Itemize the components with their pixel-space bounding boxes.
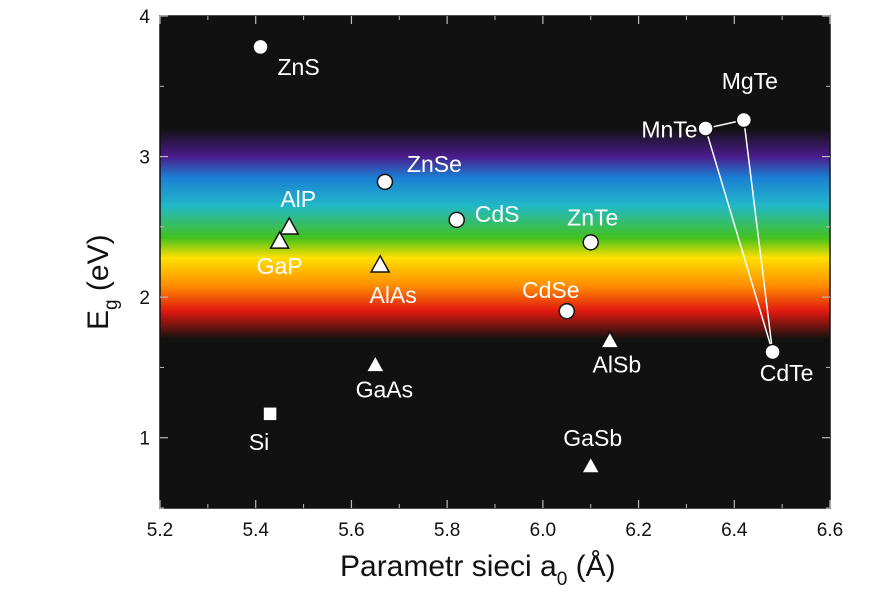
y-tick-label: 2	[139, 288, 150, 309]
circle-marker	[764, 343, 781, 361]
x-tick-label: 5.4	[243, 520, 270, 541]
point-label: AlSb	[593, 352, 642, 378]
circle-marker	[376, 173, 394, 191]
circle-marker	[558, 302, 576, 320]
point-label: MnTe	[641, 116, 697, 142]
triangle-marker	[369, 254, 391, 273]
square-marker	[262, 406, 278, 422]
point-label: GaAs	[356, 377, 414, 403]
y-axis-title: Eg (eV)	[82, 234, 122, 330]
x-tick-label: 5.2	[147, 520, 173, 541]
x-tick-label: 5.8	[434, 520, 460, 541]
circle-marker	[252, 38, 269, 56]
point-label: CdSe	[522, 277, 580, 303]
plot-background	[160, 16, 830, 508]
point-label: ZnSe	[407, 151, 462, 177]
point-label: GaSb	[563, 425, 622, 451]
y-tick-label: 3	[139, 148, 150, 169]
triangle-marker	[599, 330, 621, 349]
circle-marker	[697, 120, 714, 137]
point-label: ZnTe	[567, 204, 618, 230]
y-tick-label: 4	[139, 7, 150, 28]
connector-line	[743, 119, 774, 353]
x-axis-title: Parametr sieci a0 (Å)	[340, 550, 616, 590]
x-tick-label: 6.4	[721, 520, 748, 541]
triangle-marker	[278, 216, 300, 235]
circle-marker	[735, 111, 753, 129]
x-tick-label: 6.6	[817, 520, 843, 541]
triangle-marker	[580, 455, 601, 474]
circle-marker	[582, 234, 599, 251]
point-label: MgTe	[722, 68, 778, 94]
x-tick-label: 6.2	[625, 520, 651, 541]
axis-ticks: 5.2 5.4 5.6 5.8 6.0 6.2 6.4 6.6 1 2 3 4	[139, 7, 843, 541]
circle-marker	[448, 211, 465, 229]
triangle-marker	[365, 354, 386, 373]
point-label: AlP	[280, 186, 316, 212]
point-label: AlAs	[369, 282, 416, 308]
point-label: CdS	[475, 201, 520, 227]
point-label: ZnS	[278, 54, 320, 80]
x-tick-label: 5.6	[338, 520, 364, 541]
connector-line	[704, 128, 774, 353]
triangle-marker	[269, 230, 290, 249]
y-tick-label: 1	[139, 429, 150, 450]
point-label: CdTe	[760, 360, 814, 386]
x-tick-label: 6.0	[530, 520, 556, 541]
point-labels: ZnS ZnSe CdS ZnTe CdSe MnTe MgTe CdTe AlP GaP AlAs…	[249, 54, 814, 455]
data-markers	[252, 38, 781, 474]
point-label: Si	[249, 429, 269, 455]
point-label: GaP	[257, 253, 303, 279]
